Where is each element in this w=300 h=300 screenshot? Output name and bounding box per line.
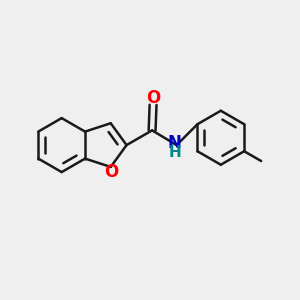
Text: N: N — [168, 134, 182, 152]
Text: O: O — [146, 89, 160, 107]
Text: H: H — [168, 145, 181, 160]
Text: O: O — [105, 163, 119, 181]
